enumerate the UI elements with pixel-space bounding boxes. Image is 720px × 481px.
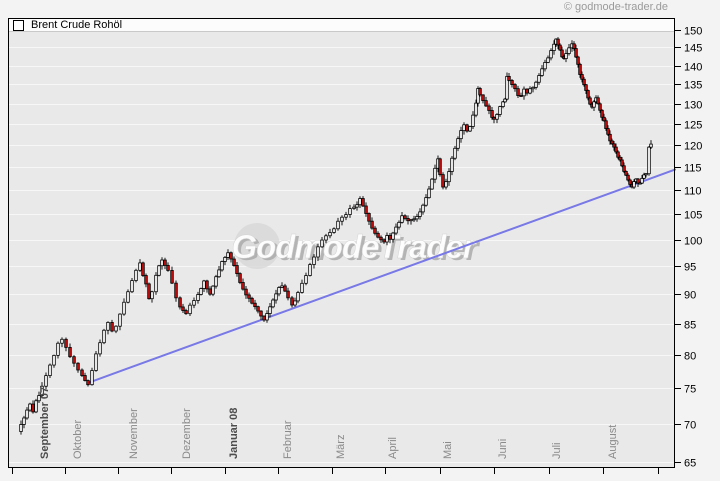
watermark-text-shadow: GodmodeTrader: [234, 230, 480, 267]
y-axis-price-label: 105: [684, 210, 702, 222]
x-axis-month-label: September 07: [39, 387, 51, 459]
gridlines: [9, 30, 674, 463]
x-axis-month-label: Januar 08: [228, 408, 240, 459]
y-axis-price-label: 125: [684, 120, 702, 132]
y-axis-price-label: 65: [684, 458, 696, 470]
x-axis-month-label: Juli: [551, 442, 563, 459]
x-axis-month-label: Juni: [497, 439, 509, 459]
y-axis-price-label: 80: [684, 351, 696, 363]
x-axis-month-label: November: [128, 408, 140, 459]
y-axis-price-label: 85: [684, 320, 696, 332]
y-axis-price-label: 120: [684, 141, 702, 153]
legend-checkbox-icon[interactable]: [13, 20, 24, 31]
x-axis-month-label: April: [387, 437, 399, 459]
plot-area: [8, 18, 675, 468]
x-axis-month-label: Oktober: [72, 420, 84, 459]
y-axis-price-label: 70: [684, 420, 696, 432]
y-axis: 150 145 140 135 130 125 120 115 110 105 100 95 90 85 8…: [675, 26, 702, 470]
y-axis-price-label: 135: [684, 80, 702, 92]
plot-border: [8, 18, 675, 468]
x-axis-month-label: Februar: [282, 420, 294, 459]
x-axis-month-label: Dezember: [181, 408, 193, 459]
y-axis-price-label: 90: [684, 290, 696, 302]
watermark-text: GodmodeTrader: [231, 228, 477, 265]
y-axis-price-label: 140: [684, 62, 702, 74]
x-axis-month-label: März: [335, 435, 347, 459]
x-axis-month-label: Mai: [442, 441, 454, 459]
y-axis-price-label: 150: [684, 26, 702, 38]
watermark-ball-icon: [234, 223, 280, 269]
y-axis-price-label: 145: [684, 43, 702, 55]
x-axis: September 07 Oktober November Dezember Janua…: [12, 387, 659, 474]
y-axis-price-label: 95: [684, 262, 696, 274]
copyright-text: © godmode-trader.de: [563, 1, 668, 13]
legend: Brent Crude Rohöl: [13, 20, 122, 31]
candlestick-series: [19, 37, 653, 435]
legend-instrument-label: Brent Crude Rohöl: [31, 19, 123, 31]
y-axis-price-label: 115: [684, 163, 702, 175]
x-axis-month-label: August: [607, 425, 619, 459]
legend-band: [9, 19, 674, 31]
support-trendline[interactable]: [87, 168, 676, 384]
y-axis-price-label: 130: [684, 100, 702, 112]
y-axis-price-label: 75: [684, 384, 696, 396]
y-axis-price-label: 100: [684, 236, 702, 248]
y-axis-price-label: 110: [684, 186, 702, 198]
